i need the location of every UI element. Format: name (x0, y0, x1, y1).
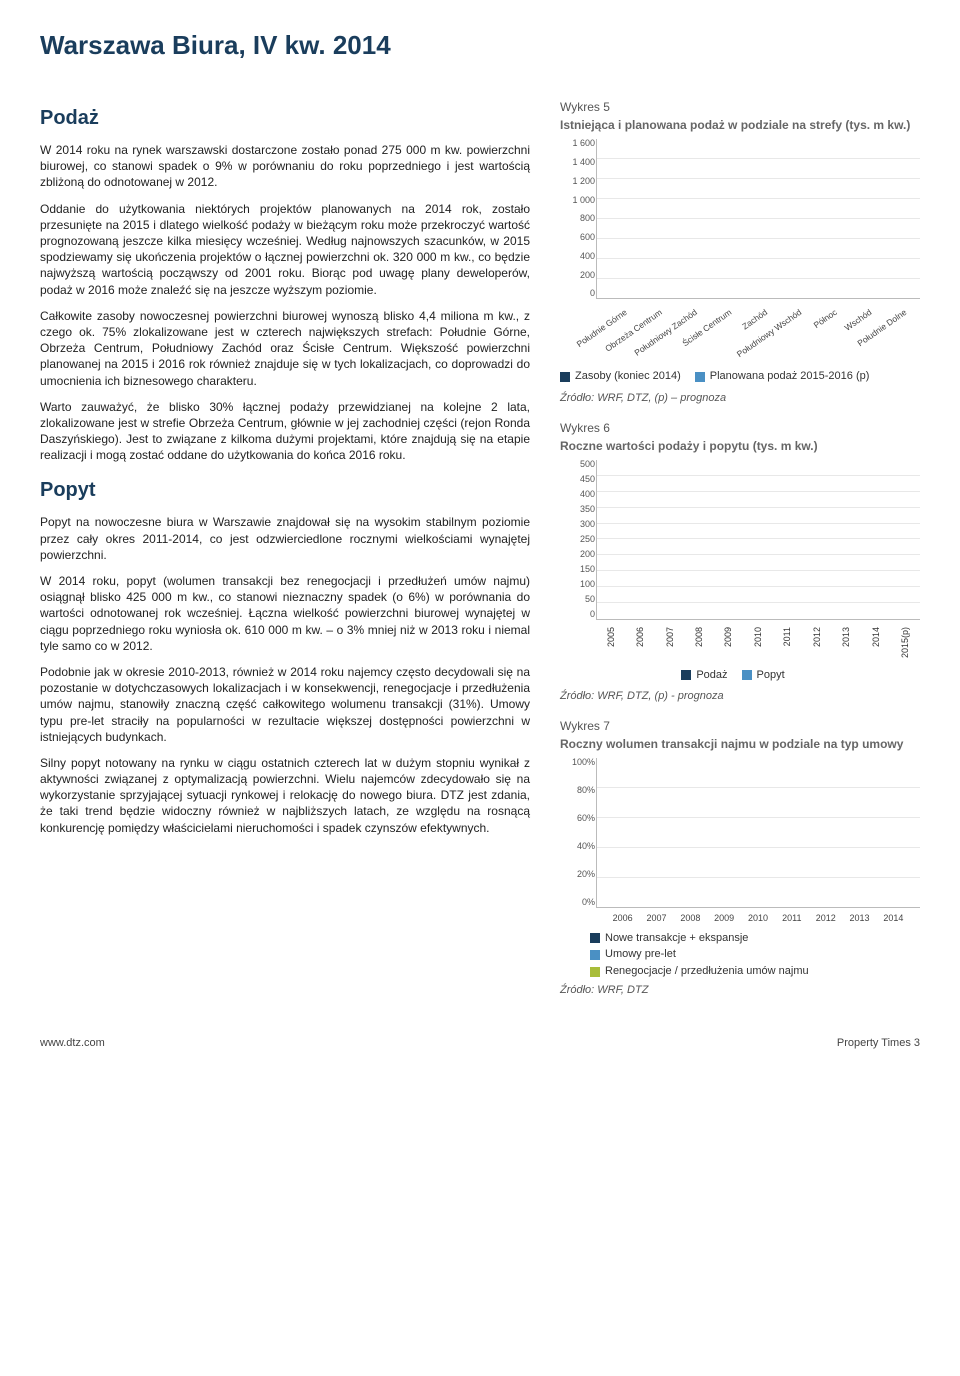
para-2: Oddanie do użytkowania niektórych projek… (40, 201, 530, 298)
section-supply-heading: Podaż (40, 105, 530, 132)
chart6-legend: PodażPopyt (560, 668, 920, 685)
section-demand-heading: Popyt (40, 477, 530, 504)
para-5: Popyt na nowoczesne biura w Warszawie zn… (40, 514, 530, 563)
para-3: Całkowite zasoby nowoczesnej powierzchni… (40, 308, 530, 389)
footer-left: www.dtz.com (40, 1036, 105, 1051)
chart6-xaxis: 2005200620072008200920102011201220132014… (596, 624, 920, 662)
chart7-label: Wykres 7 (560, 718, 920, 734)
para-7: Podobnie jak w okresie 2010-2013, równie… (40, 664, 530, 745)
chart5-xaxis: Południe GórneObrzeża CentrumPołudniowy … (596, 303, 920, 363)
chart5-plot: 1 6001 4001 2001 0008006004002000 (596, 139, 920, 299)
chart7-title: Roczny wolumen transakcji najmu w podzia… (560, 736, 920, 752)
para-8: Silny popyt notowany na rynku w ciągu os… (40, 755, 530, 836)
chart6-yaxis: 500450400350300250200150100500 (561, 460, 595, 619)
para-4: Warto zauważyć, że blisko 30% łącznej po… (40, 399, 530, 464)
chart7-source: Źródło: WRF, DTZ (560, 983, 920, 998)
chart5-yaxis: 1 6001 4001 2001 0008006004002000 (561, 139, 595, 298)
right-column: Wykres 5 Istniejąca i planowana podaż w … (560, 91, 920, 1012)
chart5-label: Wykres 5 (560, 99, 920, 115)
chart6-title: Roczne wartości podaży i popytu (tys. m … (560, 438, 920, 454)
chart6-plot: 500450400350300250200150100500 (596, 460, 920, 620)
footer: www.dtz.com Property Times 3 (40, 1036, 920, 1051)
chart5-source: Źródło: WRF, DTZ, (p) – prognoza (560, 391, 920, 406)
para-1: W 2014 roku na rynek warszawski dostarcz… (40, 142, 530, 191)
chart5-legend: Zasoby (koniec 2014)Planowana podaż 2015… (560, 369, 920, 386)
chart7-plot: 100%80%60%40%20%0% (596, 758, 920, 908)
left-column: Podaż W 2014 roku na rynek warszawski do… (40, 91, 530, 1012)
chart5-title: Istniejąca i planowana podaż w podziale … (560, 117, 920, 133)
chart7-xaxis: 200620072008200920102011201220132014 (596, 912, 920, 924)
chart7-legend: Nowe transakcje + ekspansjeUmowy pre-let… (560, 931, 920, 980)
para-6: W 2014 roku, popyt (wolumen transakcji b… (40, 573, 530, 654)
chart6-source: Źródło: WRF, DTZ, (p) - prognoza (560, 689, 920, 704)
chart6-label: Wykres 6 (560, 420, 920, 436)
chart7-yaxis: 100%80%60%40%20%0% (561, 758, 595, 907)
page-title: Warszawa Biura, IV kw. 2014 (40, 28, 920, 63)
footer-right: Property Times 3 (837, 1036, 920, 1051)
